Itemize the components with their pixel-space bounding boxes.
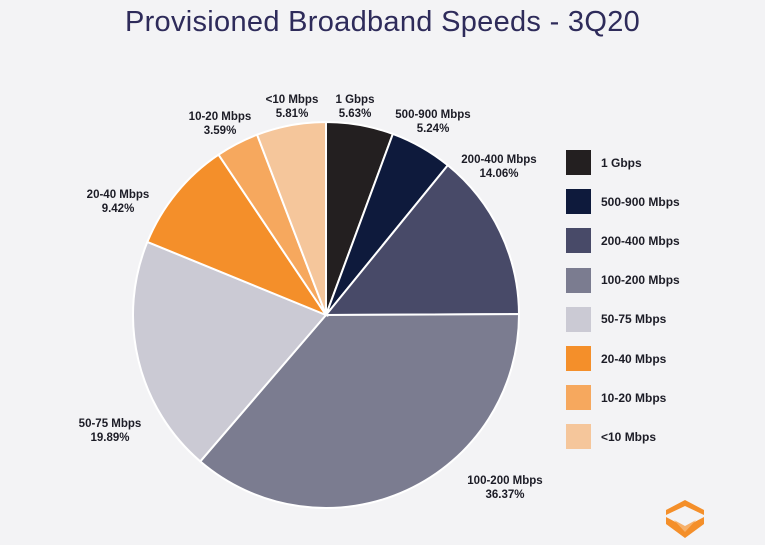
brand-chevron-logo-icon (666, 500, 704, 538)
legend-item-500-900-mbps: 500-900 Mbps (566, 182, 756, 221)
pie-slice-100-200-mbps (198, 313, 520, 509)
legend-item-20-40-mbps: 20-40 Mbps (566, 339, 756, 378)
legend-swatch (566, 150, 591, 176)
pie-slice-10-mbps (255, 120, 327, 316)
pie-slice-200-400-mbps (323, 163, 521, 317)
slice-label-100-200-mbps: 100-200 Mbps 36.37% (467, 475, 542, 501)
legend-label: 500-900 Mbps (601, 194, 680, 209)
legend-label: 20-40 Mbps (601, 351, 667, 366)
legend-swatch (566, 346, 591, 372)
legend-swatch (566, 424, 591, 450)
legend-label: 50-75 Mbps (601, 312, 667, 327)
slice-label-20-40-mbps: 20-40 Mbps 9.42% (87, 189, 150, 215)
legend-item-200-400-mbps: 200-400 Mbps (566, 221, 756, 260)
legend-item-100-200-mbps: 100-200 Mbps (566, 261, 756, 300)
legend-label: 1 Gbps (601, 155, 642, 170)
legend-label: 200-400 Mbps (601, 233, 680, 248)
legend-item-10-mbps: <10 Mbps (566, 417, 756, 456)
legend-swatch (566, 228, 591, 254)
legend-item-10-20-mbps: 10-20 Mbps (566, 378, 756, 417)
legend-label: <10 Mbps (601, 429, 657, 444)
slice-label-10-mbps: <10 Mbps 5.81% (266, 94, 319, 120)
legend-swatch (566, 306, 591, 332)
legend-label: 100-200 Mbps (601, 273, 680, 288)
slice-label-500-900-mbps: 500-900 Mbps 5.24% (395, 109, 470, 135)
legend: 1 Gbps 500-900 Mbps 200-400 Mbps 100-200 Mb… (566, 143, 756, 457)
slice-label-1-gbps: 1 Gbps 5.63% (336, 94, 375, 120)
legend-item-50-75-mbps: 50-75 Mbps (566, 300, 756, 339)
slice-label-10-20-mbps: 10-20 Mbps 3.59% (189, 111, 252, 137)
legend-swatch (566, 267, 591, 293)
legend-swatch (566, 189, 591, 215)
pie-slice-50-75-mbps (132, 240, 328, 463)
legend-swatch (566, 385, 591, 411)
legend-label: 10-20 Mbps (601, 390, 667, 405)
pie-slice-20-40-mbps (146, 153, 329, 318)
chart-title: Provisioned Broadband Speeds - 3Q20 (124, 6, 641, 38)
pie-labels: 1 Gbps 5.63% 500-900 Mbps 5.24% 200-400 Mbps… (79, 94, 543, 501)
slice-label-200-400-mbps: 200-400 Mbps 14.06% (461, 154, 536, 180)
pie-slices (132, 120, 521, 509)
legend-item-1-gbps: 1 Gbps (566, 143, 756, 182)
slice-label-50-75-mbps: 50-75 Mbps 19.89% (79, 418, 142, 444)
